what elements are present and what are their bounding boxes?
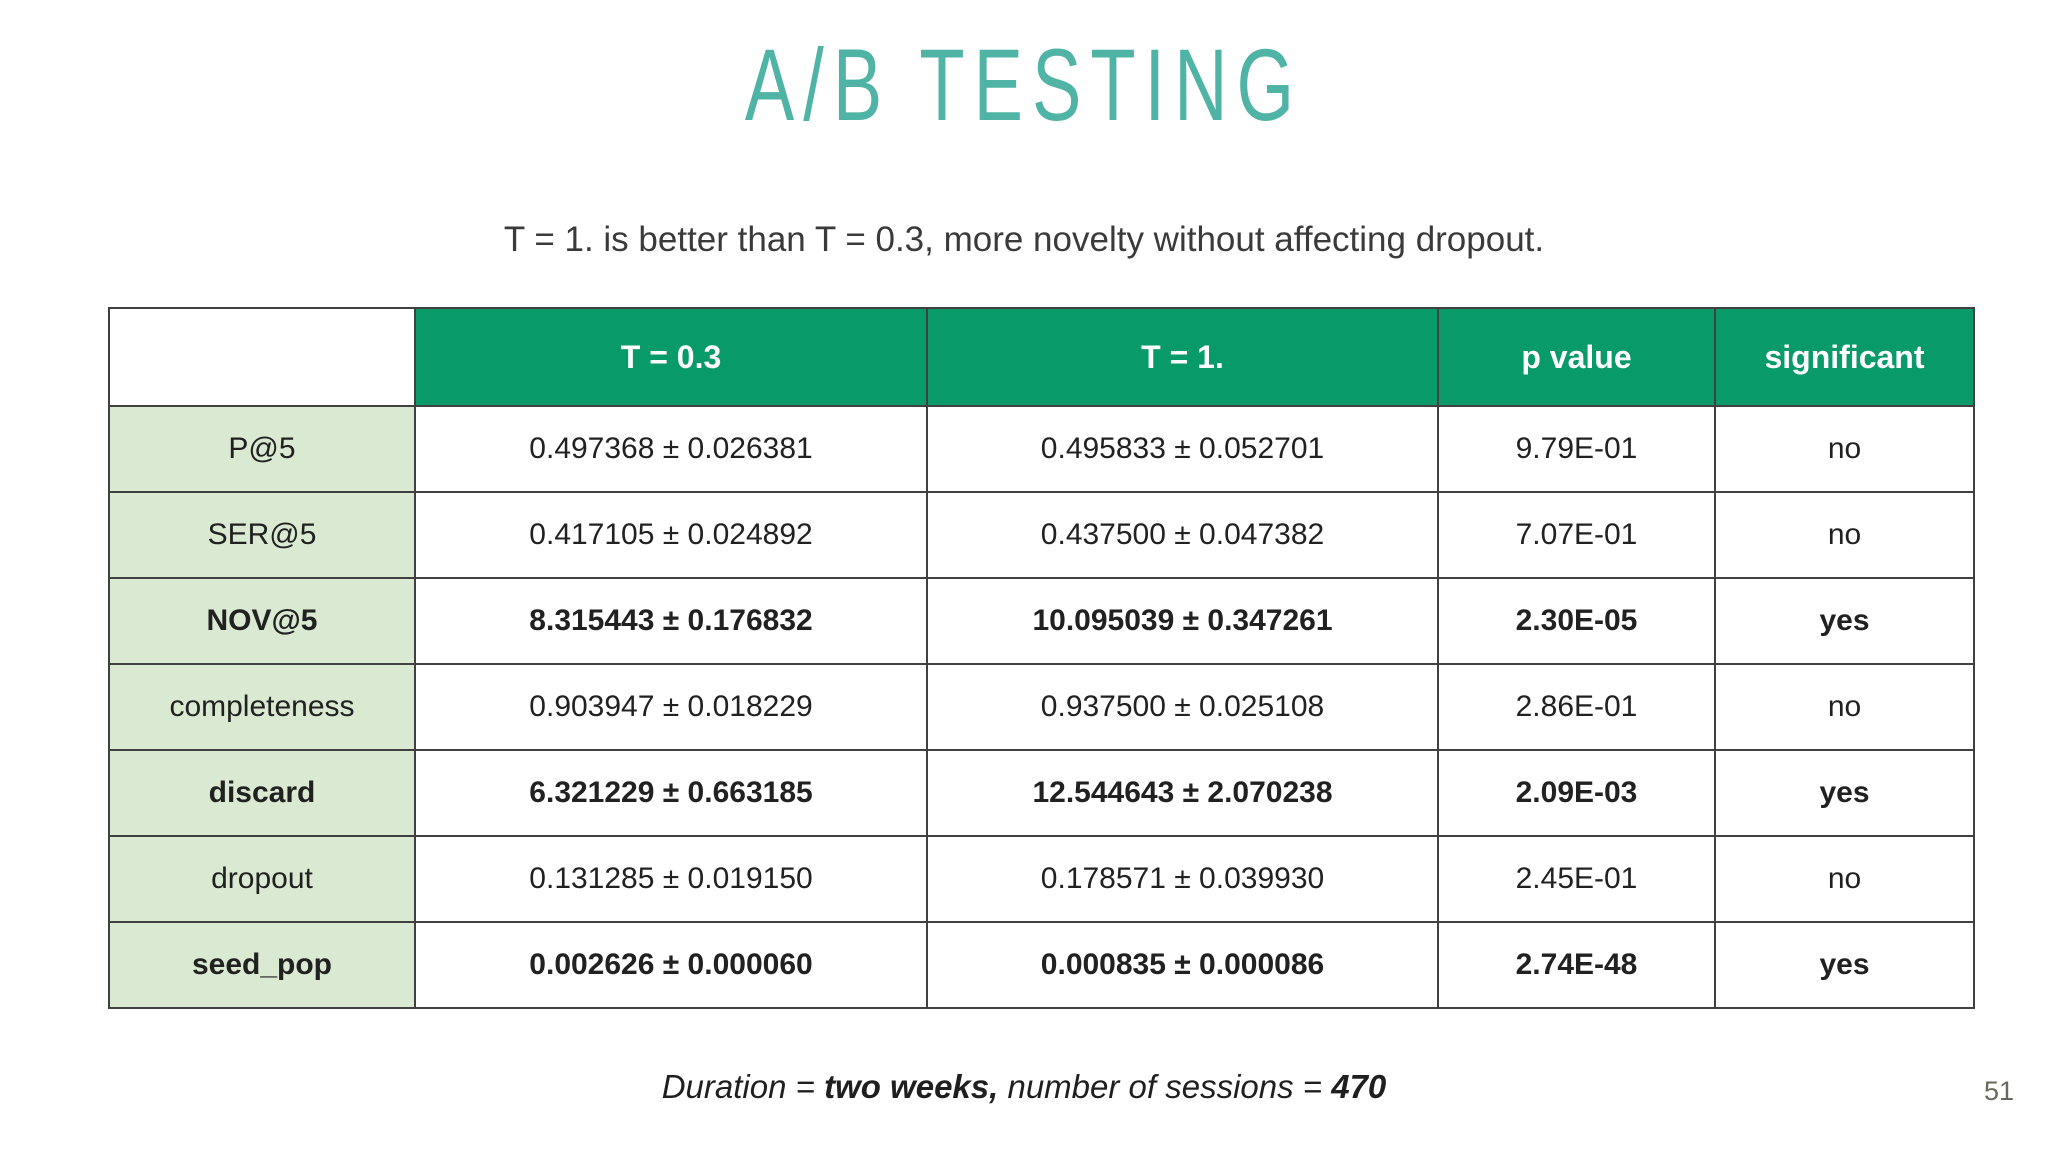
row-header: completeness (108, 663, 416, 751)
cell-t1: 0.178571 ± 0.039930 (926, 835, 1439, 923)
cell-t03: 0.903947 ± 0.018229 (414, 663, 928, 751)
col-header-pvalue: p value (1437, 307, 1716, 407)
row-header: discard (108, 749, 416, 837)
sessions-value: 470 (1331, 1068, 1387, 1105)
table-row: discard 6.321229 ± 0.663185 12.544643 ± … (108, 749, 1975, 837)
page-number: 51 (1983, 1076, 2014, 1106)
cell-pvalue: 2.30E-05 (1437, 577, 1716, 665)
cell-significant: yes (1714, 577, 1975, 665)
cell-t1: 10.095039 ± 0.347261 (926, 577, 1439, 665)
row-header: SER@5 (108, 491, 416, 579)
corner-cell (108, 307, 416, 407)
duration-label: Duration = (661, 1068, 825, 1105)
slide-subtitle: T = 1. is better than T = 0.3, more nove… (503, 220, 1545, 259)
cell-pvalue: 2.86E-01 (1437, 663, 1716, 751)
col-header-t1: T = 1. (926, 307, 1439, 407)
cell-pvalue: 9.79E-01 (1437, 405, 1716, 493)
cell-significant: yes (1714, 921, 1975, 1009)
cell-pvalue: 2.09E-03 (1437, 749, 1716, 837)
cell-t03: 0.417105 ± 0.024892 (414, 491, 928, 579)
cell-significant: no (1714, 835, 1975, 923)
row-header: seed_pop (108, 921, 416, 1009)
cell-significant: no (1714, 405, 1975, 493)
table-row: dropout 0.131285 ± 0.019150 0.178571 ± 0… (108, 835, 1975, 923)
cell-t03: 0.131285 ± 0.019150 (414, 835, 928, 923)
cell-t1: 0.000835 ± 0.000086 (926, 921, 1439, 1009)
sessions-label: number of sessions = (998, 1068, 1332, 1105)
row-header: P@5 (108, 405, 416, 493)
cell-pvalue: 7.07E-01 (1437, 491, 1716, 579)
duration-value: two weeks, (824, 1068, 999, 1105)
table-row: NOV@5 8.315443 ± 0.176832 10.095039 ± 0.… (108, 577, 1975, 665)
table-row: seed_pop 0.002626 ± 0.000060 0.000835 ± … (108, 921, 1975, 1009)
table-row: P@5 0.497368 ± 0.026381 0.495833 ± 0.052… (108, 405, 1975, 493)
table-header-row: T = 0.3 T = 1. p value significant (108, 307, 1975, 407)
footer-note: Duration = two weeks, number of sessions… (0, 1068, 2048, 1106)
ab-testing-table: T = 0.3 T = 1. p value significant P@5 0… (108, 307, 1975, 1009)
cell-t03: 6.321229 ± 0.663185 (414, 749, 928, 837)
slide-title: A/B TESTING (744, 27, 1304, 142)
cell-significant: yes (1714, 749, 1975, 837)
row-header: dropout (108, 835, 416, 923)
cell-significant: no (1714, 491, 1975, 579)
table-row: completeness 0.903947 ± 0.018229 0.93750… (108, 663, 1975, 751)
cell-pvalue: 2.45E-01 (1437, 835, 1716, 923)
cell-pvalue: 2.74E-48 (1437, 921, 1716, 1009)
cell-t1: 0.437500 ± 0.047382 (926, 491, 1439, 579)
cell-significant: no (1714, 663, 1975, 751)
col-header-t03: T = 0.3 (414, 307, 928, 407)
cell-t1: 0.495833 ± 0.052701 (926, 405, 1439, 493)
col-header-significant: significant (1714, 307, 1975, 407)
row-header: NOV@5 (108, 577, 416, 665)
cell-t03: 0.002626 ± 0.000060 (414, 921, 928, 1009)
table-row: SER@5 0.417105 ± 0.024892 0.437500 ± 0.0… (108, 491, 1975, 579)
cell-t1: 0.937500 ± 0.025108 (926, 663, 1439, 751)
cell-t03: 8.315443 ± 0.176832 (414, 577, 928, 665)
cell-t03: 0.497368 ± 0.026381 (414, 405, 928, 493)
cell-t1: 12.544643 ± 2.070238 (926, 749, 1439, 837)
